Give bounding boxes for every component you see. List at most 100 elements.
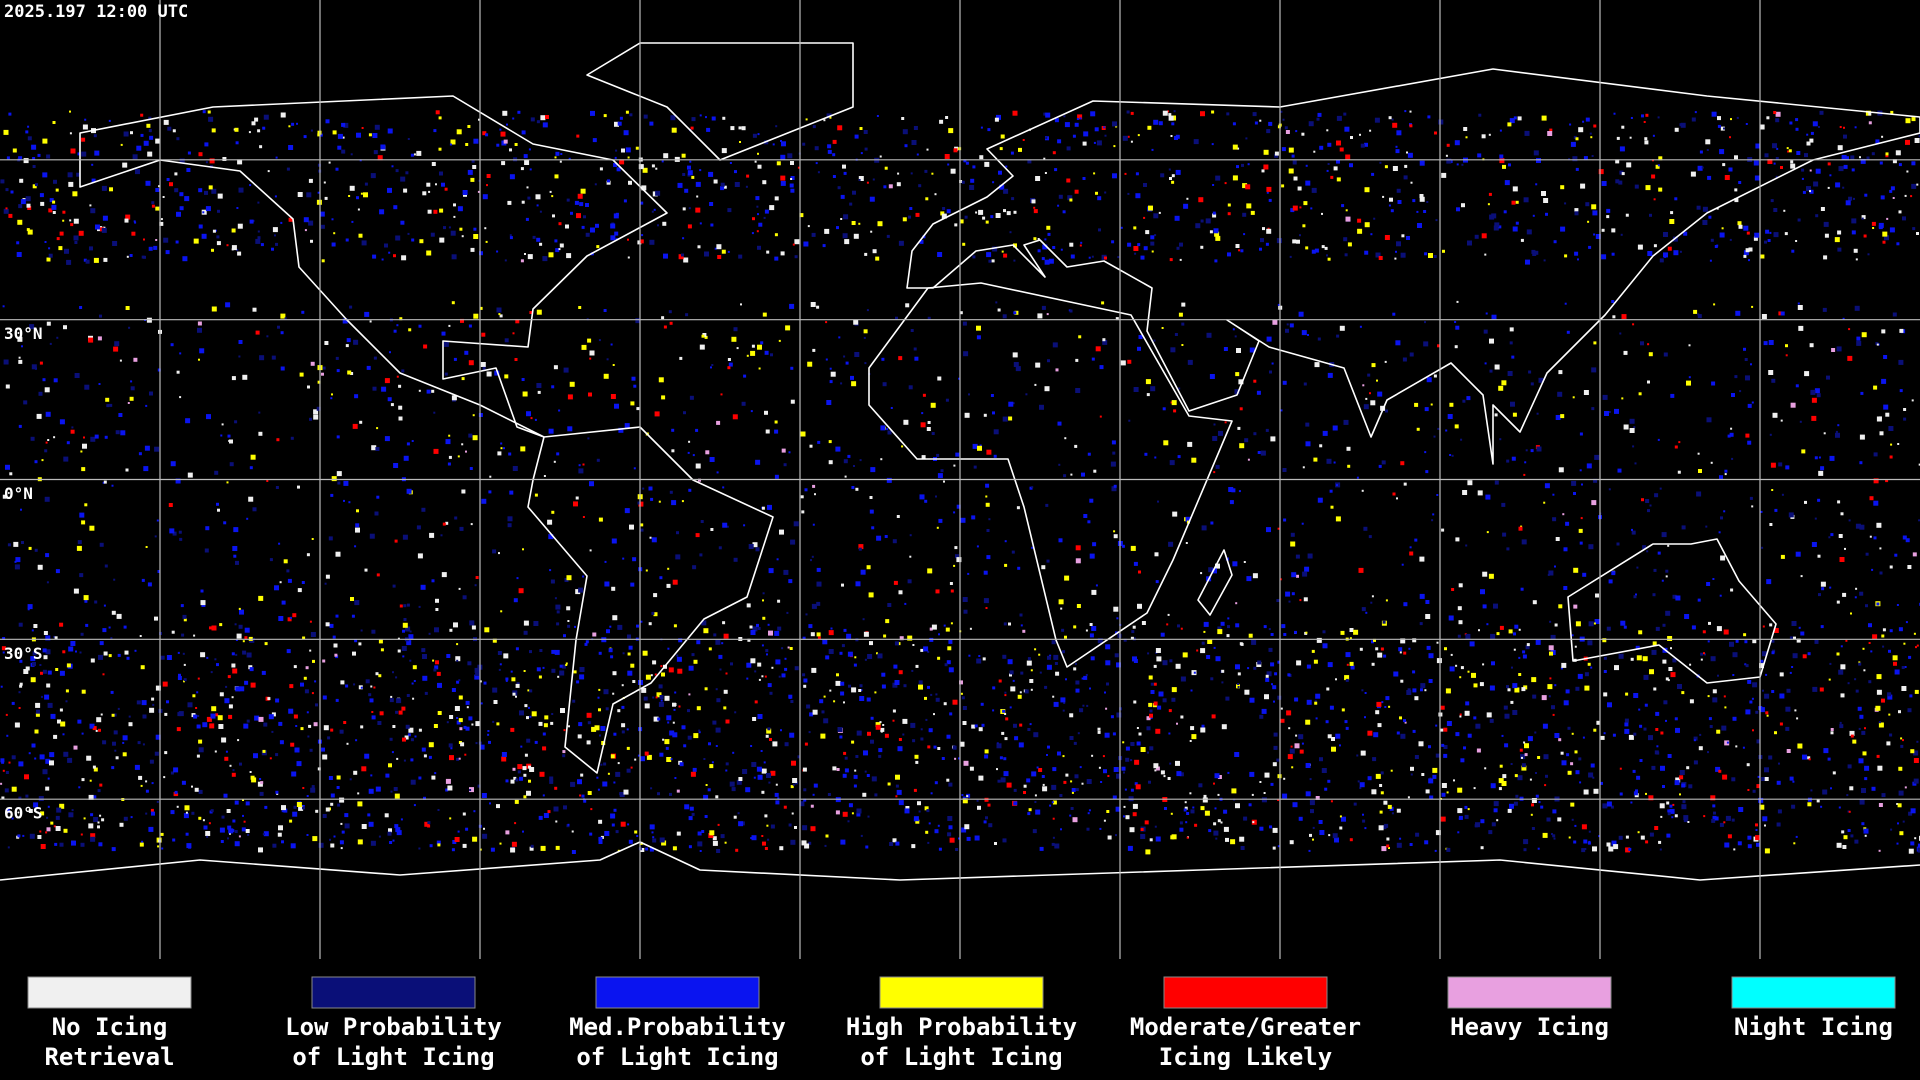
icing-pixel [1214,259,1218,263]
icing-pixel [859,459,862,462]
icing-pixel [1525,645,1530,650]
icing-pixel [1180,676,1186,682]
icing-pixel [340,847,343,850]
icing-pixel [210,671,213,674]
icing-pixel [962,321,967,326]
icing-pixel [1728,167,1733,172]
icing-pixel [1184,801,1187,804]
icing-pixel [1349,838,1353,842]
icing-pixel [1765,229,1770,234]
icing-pixel [1010,686,1016,692]
icing-pixel [1779,693,1785,699]
icing-pixel [640,528,644,532]
icing-pixel [45,758,51,764]
icing-pixel [733,815,737,819]
icing-pixel [253,753,258,759]
icing-pixel [1008,416,1013,421]
icing-pixel [1708,215,1712,219]
icing-pixel [1327,779,1331,783]
icing-pixel [1131,630,1135,634]
icing-pixel [1244,438,1249,443]
icing-pixel [1070,473,1073,476]
icing-pixel [1573,567,1579,573]
icing-pixel [1870,650,1873,653]
icing-pixel [11,817,14,820]
icing-pixel [410,153,414,157]
icing-pixel [1689,699,1694,704]
icing-pixel [669,792,672,796]
icing-pixel [105,397,110,402]
icing-pixel [1486,531,1489,534]
icing-pixel [937,747,941,750]
icing-pixel [1217,629,1223,635]
icing-pixel [935,693,938,696]
icing-pixel [862,792,867,797]
icing-pixel [881,672,886,677]
icing-pixel [1385,409,1388,413]
icing-pixel [1852,739,1857,744]
icing-pixel [1657,551,1661,555]
icing-pixel [1319,757,1323,762]
icing-pixel [1658,840,1662,844]
icing-pixel [1507,688,1511,692]
icing-pixel [1838,806,1841,809]
icing-pixel [946,209,951,214]
icing-pixel [681,153,686,158]
icing-pixel [1326,254,1328,257]
icing-pixel [17,834,21,838]
icing-pixel [986,529,990,532]
icing-pixel [731,787,736,792]
icing-pixel [1473,683,1478,688]
icing-pixel [1071,788,1076,792]
icing-pixel [1873,536,1877,540]
icing-pixel [985,495,988,498]
icing-pixel [794,666,799,671]
icing-pixel [843,751,847,755]
icing-pixel [641,687,647,693]
icing-pixel [714,247,717,250]
icing-pixel [154,446,160,452]
icing-pixel [1485,312,1488,315]
icing-pixel [1057,139,1062,144]
icing-pixel [703,628,709,634]
icing-pixel [512,767,516,771]
icing-pixel [1004,540,1007,543]
icing-pixel [1837,230,1842,235]
icing-pixel [1563,586,1568,590]
icing-pixel [384,378,390,384]
icing-pixel [1712,804,1716,808]
icing-pixel [1435,830,1441,836]
icing-pixel [1018,147,1022,152]
icing-pixel [603,762,607,766]
icing-pixel [1339,744,1341,747]
icing-pixel [156,519,159,522]
icing-pixel [1171,400,1177,406]
icing-pixel [1494,413,1498,417]
icing-pixel [442,522,446,526]
icing-pixel [212,229,216,233]
icing-pixel [267,170,270,173]
icing-pixel [1484,253,1487,256]
icing-pixel [924,169,928,173]
icing-pixel [1816,799,1820,803]
icing-pixel [1719,232,1725,238]
icing-pixel [1416,427,1420,431]
icing-pixel [388,251,391,254]
icing-pixel [975,211,978,214]
icing-pixel [1388,847,1390,849]
icing-pixel [729,162,732,164]
icing-pixel [872,178,875,181]
icing-pixel [81,520,86,525]
icing-pixel [202,110,206,114]
icing-pixel [784,657,787,660]
icing-pixel [236,207,239,209]
icing-pixel [1251,639,1257,645]
icing-pixel [42,378,46,382]
icing-pixel [42,172,48,178]
icing-pixel [1167,110,1169,113]
icing-pixel [734,170,737,174]
icing-pixel [95,224,100,230]
icing-pixel [1087,812,1090,815]
icing-pixel [1493,225,1499,231]
icing-pixel [1416,210,1419,213]
